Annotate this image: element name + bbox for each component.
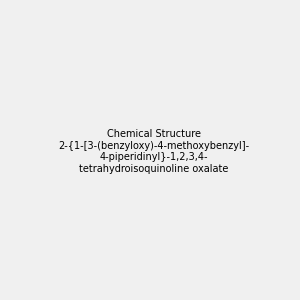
Text: Chemical Structure
2-{1-[3-(benzyloxy)-4-methoxybenzyl]-
4-piperidinyl}-1,2,3,4-: Chemical Structure 2-{1-[3-(benzyloxy)-4… xyxy=(58,129,249,174)
